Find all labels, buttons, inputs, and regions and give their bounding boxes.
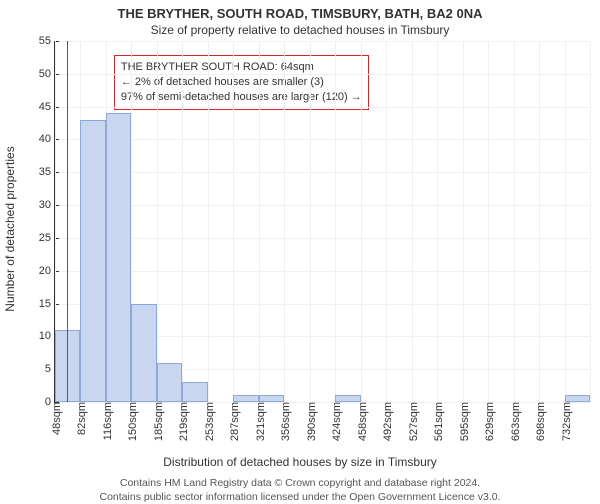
xtick-label: 698sqm xyxy=(531,402,547,441)
histogram-bar xyxy=(80,120,105,402)
y-axis-label: Number of detached properties xyxy=(3,146,17,311)
gridline-v xyxy=(259,41,260,402)
gridline-v xyxy=(361,41,362,402)
gridline-v xyxy=(565,41,566,402)
gridline-v xyxy=(284,41,285,402)
chart-area: Number of detached properties THE BRYTHE… xyxy=(54,41,590,403)
xtick-label: 321sqm xyxy=(251,402,267,441)
gridline-h xyxy=(55,238,590,239)
xtick-label: 185sqm xyxy=(149,402,165,441)
xtick-label: 287sqm xyxy=(225,402,241,441)
x-axis-label: Distribution of detached houses by size … xyxy=(0,455,600,469)
gridline-v xyxy=(488,41,489,402)
ytick-label: 40 xyxy=(39,133,55,145)
xtick-label: 253sqm xyxy=(200,402,216,441)
xtick-label: 732sqm xyxy=(557,402,573,441)
gridline-v xyxy=(514,41,515,402)
ytick-label: 5 xyxy=(45,363,55,375)
gridline-h xyxy=(55,139,590,140)
ytick-label: 25 xyxy=(39,232,55,244)
xtick-label: 48sqm xyxy=(47,402,63,435)
gridline-v xyxy=(386,41,387,402)
xtick-label: 629sqm xyxy=(480,402,496,441)
gridline-h xyxy=(55,205,590,206)
gridline-v xyxy=(590,41,591,402)
gridline-v xyxy=(335,41,336,402)
xtick-label: 492sqm xyxy=(378,402,394,441)
gridline-v xyxy=(437,41,438,402)
xtick-label: 663sqm xyxy=(506,402,522,441)
xtick-label: 150sqm xyxy=(123,402,139,441)
chart-title-main: THE BRYTHER, SOUTH ROAD, TIMSBURY, BATH,… xyxy=(0,0,600,21)
ytick-label: 10 xyxy=(39,330,55,342)
xtick-label: 595sqm xyxy=(455,402,471,441)
ytick-label: 30 xyxy=(39,199,55,211)
gridline-v xyxy=(539,41,540,402)
gridline-v xyxy=(157,41,158,402)
gridline-h xyxy=(55,74,590,75)
gridline-h xyxy=(55,107,590,108)
gridline-v xyxy=(463,41,464,402)
footer-line1: Contains HM Land Registry data © Crown c… xyxy=(0,477,600,491)
xtick-label: 527sqm xyxy=(404,402,420,441)
ytick-label: 55 xyxy=(39,35,55,47)
footer-line2: Contains public sector information licen… xyxy=(0,491,600,504)
gridline-h xyxy=(55,271,590,272)
xtick-label: 561sqm xyxy=(429,402,445,441)
reference-line xyxy=(67,41,68,402)
gridline-v xyxy=(233,41,234,402)
xtick-label: 390sqm xyxy=(302,402,318,441)
histogram-bar xyxy=(131,304,156,402)
histogram-bar xyxy=(182,382,207,402)
gridline-v xyxy=(208,41,209,402)
ytick-label: 35 xyxy=(39,166,55,178)
ytick-label: 15 xyxy=(39,298,55,310)
plot-region: THE BRYTHER SOUTH ROAD: 64sqm ← 2% of de… xyxy=(54,41,590,403)
gridline-v xyxy=(412,41,413,402)
annotation-box: THE BRYTHER SOUTH ROAD: 64sqm ← 2% of de… xyxy=(114,55,369,110)
xtick-label: 424sqm xyxy=(327,402,343,441)
xtick-label: 458sqm xyxy=(353,402,369,441)
xtick-label: 219sqm xyxy=(174,402,190,441)
histogram-bar xyxy=(157,363,182,402)
xtick-label: 116sqm xyxy=(98,402,114,440)
gridline-v xyxy=(310,41,311,402)
gridline-v xyxy=(182,41,183,402)
xtick-label: 82sqm xyxy=(72,402,88,435)
ytick-label: 45 xyxy=(39,101,55,113)
histogram-bar xyxy=(106,113,131,402)
ytick-label: 20 xyxy=(39,265,55,277)
gridline-h xyxy=(55,41,590,42)
gridline-h xyxy=(55,172,590,173)
xtick-label: 356sqm xyxy=(276,402,292,441)
ytick-label: 50 xyxy=(39,68,55,80)
chart-title-sub: Size of property relative to detached ho… xyxy=(0,21,600,41)
